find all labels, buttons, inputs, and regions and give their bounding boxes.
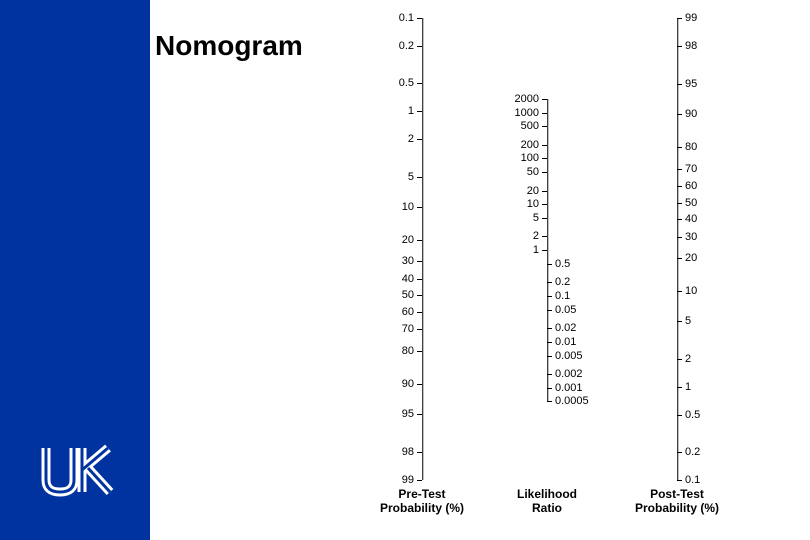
likelihood-ratio-label: LikelihoodRatio [492,488,602,530]
uk-logo [40,440,120,505]
page-title: Nomogram [155,30,303,62]
post-test-axis: 9998959080706050403020105210.50.20.1 [677,18,678,480]
registered-mark: ® [128,487,138,502]
pre-test-label: Pre-TestProbability (%) [367,488,477,530]
nomogram: 0.10.20.5125102030405060708090959899 200… [342,10,782,530]
likelihood-ratio-axis: 200010005002001005020105210.50.20.10.050… [547,18,548,480]
pre-test-axis: 0.10.20.5125102030405060708090959899 [422,18,423,480]
page: Nomogram 0.10.20.51251020304050607080909… [0,0,810,540]
post-test-label: Post-TestProbability (%) [622,488,732,530]
